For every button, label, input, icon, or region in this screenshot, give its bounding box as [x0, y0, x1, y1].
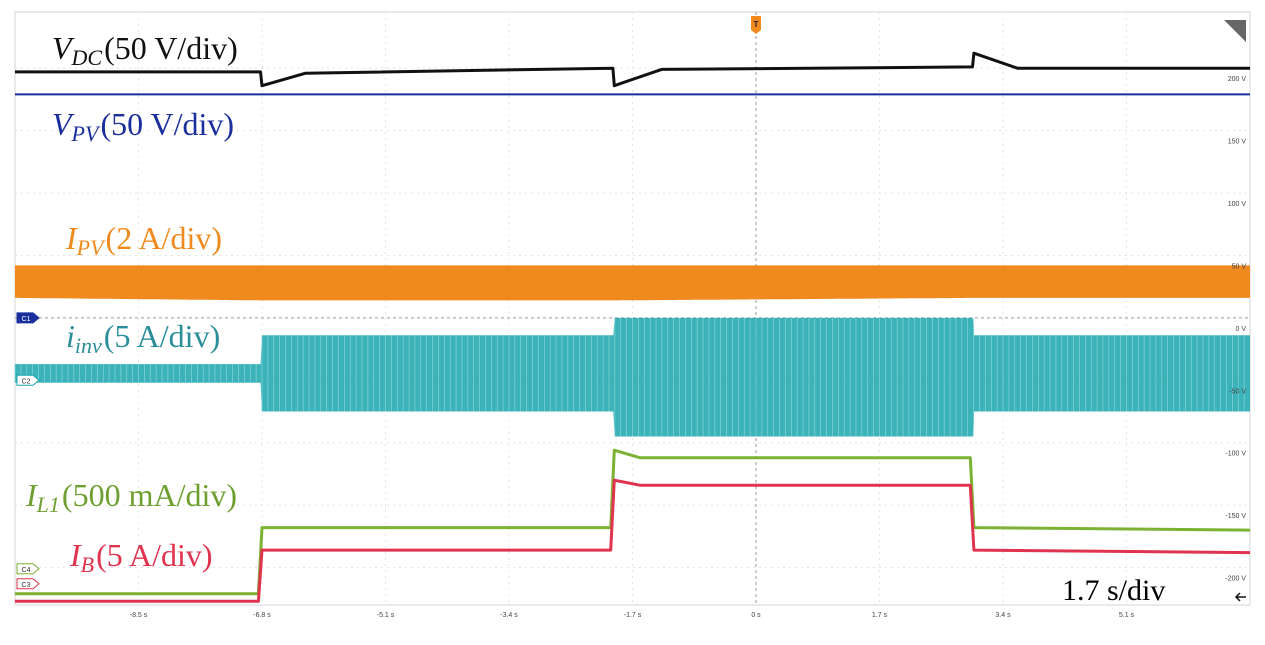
- trace-band-2: [15, 265, 1250, 301]
- channel-markers: C1 C2 C4 C3 T: [16, 16, 1246, 602]
- label-vpv: VPV(50 V/div): [52, 108, 234, 145]
- xtick-0: -8.5 s: [130, 612, 148, 619]
- xtick-4: -1.7 s: [624, 612, 642, 619]
- xtick-6: 1.7 s: [872, 612, 888, 619]
- label-vdc-rest: (50 V/div): [104, 30, 238, 66]
- xtick-8: 5.1 s: [1119, 612, 1135, 619]
- label-ib-rest: (5 A/div): [96, 537, 213, 573]
- label-vpv-rest: (50 V/div): [100, 106, 235, 142]
- xtick-7: 3.4 s: [995, 612, 1011, 619]
- label-vdc: VDC(50 V/div): [52, 32, 238, 69]
- label-ipv-rest: (2 A/div): [105, 220, 222, 256]
- label-ipv: IPV(2 A/div): [66, 222, 222, 259]
- ytick-8: -200 V: [1225, 576, 1246, 583]
- tick-labels: 200 V 150 V 100 V 50 V 0 V -50 V -100 V -150 V -…: [130, 76, 1247, 619]
- trace-line-0: [15, 51, 1250, 88]
- label-iinv-sym: i: [66, 318, 75, 354]
- trace-line-5: [15, 478, 1251, 603]
- grid: [14, 11, 1251, 606]
- label-vpv-sym: V: [52, 106, 72, 142]
- label-il1: IL1(500 mA/div): [26, 479, 237, 516]
- scroll-arrow-icon: [1234, 592, 1246, 602]
- channel-marker-1: [16, 374, 40, 386]
- label-ib: IB(5 A/div): [70, 539, 213, 576]
- channel-marker-0: [16, 312, 40, 324]
- ytick-0: 200 V: [1228, 76, 1247, 83]
- channel-marker-text-2: C4: [22, 567, 31, 574]
- label-iinv-sub: inv: [74, 333, 102, 358]
- label-vdc-sym: V: [52, 30, 72, 66]
- ytick-7: -150 V: [1225, 513, 1246, 520]
- label-il1-sym: I: [26, 477, 37, 513]
- ytick-2: 100 V: [1228, 201, 1247, 208]
- label-ib-sub: B: [80, 552, 95, 577]
- channel-marker-text-3: C3: [22, 582, 31, 589]
- label-iinv-rest: (5 A/div): [103, 318, 221, 354]
- label-iinv: iinv(5 A/div): [66, 320, 220, 357]
- ytick-6: -100 V: [1225, 451, 1246, 458]
- label-ipv-sym: I: [66, 220, 77, 256]
- trigger-marker: [751, 16, 761, 34]
- ytick-1: 150 V: [1228, 139, 1247, 146]
- channel-marker-text-1: C2: [22, 378, 31, 385]
- channel-marker-2: [16, 563, 40, 575]
- channel-marker-3: [16, 578, 40, 590]
- ytick-5: -50 V: [1229, 388, 1246, 395]
- label-il1-rest: (500 mA/div): [61, 477, 237, 513]
- xtick-1: -6.8 s: [253, 612, 271, 619]
- channel-marker-text-0: C1: [22, 316, 31, 323]
- label-ipv-sub: PV: [76, 235, 104, 260]
- label-vdc-sub: DC: [71, 45, 103, 70]
- xtick-2: -5.1 s: [377, 612, 395, 619]
- timebase-label: 1.7 s/div: [1062, 574, 1166, 607]
- xtick-3: -3.4 s: [500, 612, 518, 619]
- traces: [14, 51, 1251, 603]
- ytick-4: 0 V: [1235, 326, 1246, 333]
- label-vpv-sub: PV: [71, 121, 99, 146]
- xtick-5: 0 s: [751, 612, 761, 619]
- corner-indicator: [1224, 20, 1246, 42]
- ytick-3: 50 V: [1232, 263, 1247, 270]
- trigger-marker-text: T: [754, 20, 759, 29]
- label-il1-sub: L1: [36, 492, 60, 517]
- label-ib-sym: I: [70, 537, 81, 573]
